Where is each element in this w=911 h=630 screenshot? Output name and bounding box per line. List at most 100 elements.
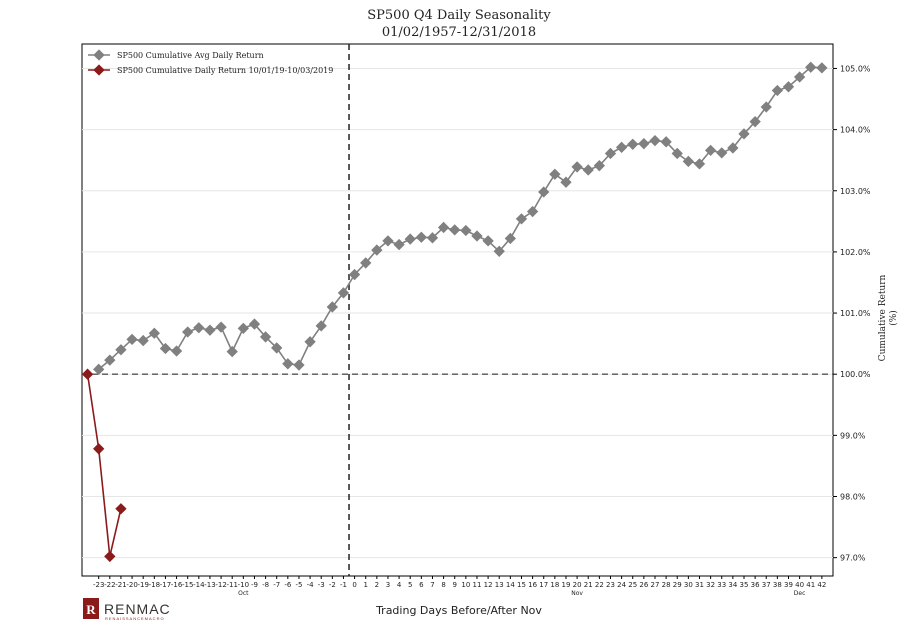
data-point bbox=[326, 301, 338, 313]
legend: SP500 Cumulative Avg Daily Return SP500 … bbox=[88, 49, 333, 76]
data-point bbox=[682, 155, 695, 168]
data-point bbox=[226, 345, 238, 358]
x-tick-label: 30 bbox=[684, 581, 693, 589]
data-point bbox=[315, 320, 327, 332]
series-line-0 bbox=[98, 66, 822, 370]
data-point bbox=[526, 205, 539, 218]
x-tick-label: 13 bbox=[495, 581, 504, 589]
x-tick-label: -3 bbox=[318, 581, 325, 589]
x-tick-label: -13 bbox=[204, 581, 215, 589]
x-tick-label: -7 bbox=[273, 581, 280, 589]
legend-label-2019: SP500 Cumulative Daily Return 10/01/19-1… bbox=[117, 66, 333, 75]
data-point bbox=[593, 160, 606, 172]
data-point bbox=[81, 368, 94, 380]
logo-name: RENMAC bbox=[104, 601, 171, 617]
month-label: Dec bbox=[794, 590, 806, 597]
data-point bbox=[293, 359, 305, 371]
x-tick-label: 3 bbox=[386, 581, 390, 589]
x-tick-label: 32 bbox=[706, 581, 715, 589]
x-tick-label: 38 bbox=[773, 581, 782, 589]
x-tick-label: 2 bbox=[375, 581, 379, 589]
data-point bbox=[437, 221, 450, 234]
data-point bbox=[671, 147, 683, 160]
data-point bbox=[193, 322, 205, 334]
data-point bbox=[304, 336, 316, 348]
x-tick-label: 24 bbox=[617, 581, 626, 589]
data-point bbox=[115, 503, 127, 515]
x-tick-label: 11 bbox=[473, 581, 482, 589]
data-point bbox=[649, 134, 661, 147]
x-tick-label: 33 bbox=[717, 581, 726, 589]
x-tick-label: 5 bbox=[408, 581, 412, 589]
data-point bbox=[604, 147, 617, 160]
x-tick-label: -14 bbox=[193, 581, 205, 589]
data-point bbox=[182, 326, 194, 338]
reference-lines bbox=[82, 44, 833, 576]
data-point bbox=[159, 342, 172, 355]
data-point bbox=[493, 245, 505, 257]
x-tick-label: -16 bbox=[171, 581, 183, 589]
x-tick-label: -23 bbox=[93, 581, 104, 589]
logo-tagline: RENAISSANCEMACRO bbox=[105, 616, 165, 621]
data-point bbox=[549, 168, 561, 180]
x-tick-label: 8 bbox=[441, 581, 445, 589]
data-point bbox=[204, 324, 216, 336]
data-point bbox=[571, 161, 583, 173]
legend-marker-avg bbox=[93, 49, 105, 61]
x-tick-label: 1 bbox=[363, 581, 367, 589]
x-tick-label: 14 bbox=[506, 581, 515, 589]
x-tick-label: 26 bbox=[639, 581, 648, 589]
x-tick-label: 25 bbox=[628, 581, 637, 589]
data-point bbox=[215, 321, 227, 333]
x-tick-label: 21 bbox=[584, 581, 593, 589]
x-tick-label: 31 bbox=[695, 581, 704, 589]
data-point bbox=[638, 138, 650, 150]
x-tick-label: 7 bbox=[430, 581, 434, 589]
data-point bbox=[816, 62, 828, 74]
data-point bbox=[137, 334, 149, 347]
y-tick-label: 98.0% bbox=[840, 493, 866, 502]
logo-mark-letter: R bbox=[86, 602, 96, 617]
month-label: Nov bbox=[571, 590, 583, 597]
legend-label-avg: SP500 Cumulative Avg Daily Return bbox=[117, 51, 264, 60]
x-tick-label: -17 bbox=[160, 581, 171, 589]
y-tick-label: 101.0% bbox=[840, 309, 871, 318]
x-tick-label: -21 bbox=[115, 581, 126, 589]
data-point bbox=[426, 232, 439, 244]
x-tick-label: 20 bbox=[573, 581, 582, 589]
y-tick-label: 99.0% bbox=[840, 431, 866, 440]
data-point bbox=[704, 144, 717, 157]
x-tick-label: -18 bbox=[149, 581, 160, 589]
data-point bbox=[404, 233, 416, 245]
y-tick-label: 103.0% bbox=[840, 187, 871, 196]
x-tick-label: -15 bbox=[182, 581, 193, 589]
data-point bbox=[515, 213, 528, 225]
data-point bbox=[337, 287, 350, 299]
renmac-logo: R RENMAC RENAISSANCEMACRO bbox=[83, 598, 171, 621]
x-tick-label: 10 bbox=[461, 581, 470, 589]
data-point bbox=[148, 327, 160, 339]
x-tick-label: 0 bbox=[352, 581, 356, 589]
grid-lines bbox=[82, 67, 833, 559]
data-point bbox=[104, 550, 116, 563]
x-tick-label: 35 bbox=[740, 581, 749, 589]
data-point bbox=[282, 358, 294, 370]
data-point bbox=[482, 235, 494, 247]
data-point bbox=[738, 128, 750, 140]
data-point bbox=[248, 318, 261, 330]
data-point bbox=[727, 142, 739, 154]
data-point bbox=[560, 176, 572, 188]
x-tick-label: -11 bbox=[226, 581, 237, 589]
x-tick-label: -12 bbox=[215, 581, 226, 589]
data-point bbox=[471, 230, 483, 242]
series-line-1 bbox=[86, 374, 122, 557]
x-tick-label: 9 bbox=[452, 581, 456, 589]
x-tick-label: -22 bbox=[104, 581, 115, 589]
x-tick-label: 4 bbox=[397, 581, 402, 589]
x-tick-label: 34 bbox=[728, 581, 737, 589]
x-tick-label: 17 bbox=[539, 581, 548, 589]
data-point bbox=[771, 84, 784, 97]
chart-subtitle: 01/02/1957-12/31/2018 bbox=[382, 25, 536, 40]
x-tick-label: -2 bbox=[329, 581, 336, 589]
data-point bbox=[415, 231, 427, 243]
